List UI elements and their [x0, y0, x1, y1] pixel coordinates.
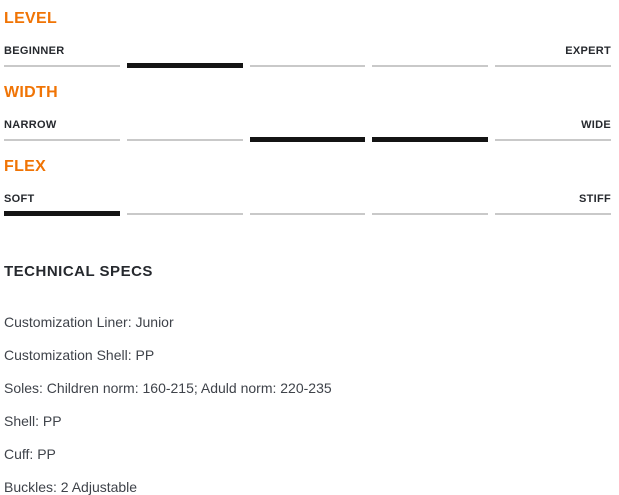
scale-title: FLEX — [4, 158, 47, 175]
spec-item: Customization Shell: PP — [4, 347, 155, 363]
technical-specs-title: TECHNICAL SPECS — [4, 263, 153, 280]
scale-bar — [4, 137, 611, 142]
scale-segment-active — [126, 63, 243, 68]
scale-max-label: EXPERT — [565, 45, 611, 57]
rating-scales: LEVEL BEGINNER EXPERT WIDTH NARROW WIDE FLEX SO… — [4, 11, 611, 216]
scale-segment — [249, 212, 366, 215]
spec-item: Cuff: PP — [4, 446, 56, 462]
spec-item: Soles: Children norm: 160-215; Aduld nor… — [4, 380, 332, 396]
scale-bar — [4, 63, 611, 68]
scale-section-flex: FLEX SOFT STIFF — [4, 159, 611, 216]
scale-segment — [495, 138, 611, 141]
technical-specs-section: TECHNICAL SPECS Customization Liner: Jun… — [4, 263, 611, 494]
scale-max-label: STIFF — [578, 193, 611, 205]
scale-segment — [249, 64, 366, 67]
scale-segment — [495, 212, 611, 215]
spec-item: Buckles: 2 Adjustable — [4, 479, 138, 495]
scale-segment — [372, 212, 489, 215]
scale-segment-active — [4, 211, 120, 216]
scale-min-label: NARROW — [4, 119, 57, 131]
scale-segment — [4, 138, 120, 141]
scale-segment — [126, 212, 243, 215]
scale-max-label: WIDE — [581, 119, 611, 131]
scale-bar — [4, 211, 611, 216]
scale-segment — [126, 138, 243, 141]
spec-item: Customization Liner: Junior — [4, 314, 174, 330]
scale-segment — [372, 64, 489, 67]
scale-segment-active — [249, 137, 366, 142]
scale-segment-active — [372, 137, 489, 142]
spec-list: Customization Liner: Junior Customization… — [4, 315, 611, 494]
scale-min-label: SOFT — [4, 193, 35, 205]
spec-item: Shell: PP — [4, 413, 62, 429]
scale-section-level: LEVEL BEGINNER EXPERT — [4, 11, 611, 68]
scale-segment — [495, 64, 611, 67]
scale-labels: NARROW WIDE — [4, 119, 611, 131]
scale-labels: BEGINNER EXPERT — [4, 45, 611, 57]
scale-section-width: WIDTH NARROW WIDE — [4, 85, 611, 142]
scale-labels: SOFT STIFF — [4, 193, 611, 205]
scale-segment — [4, 64, 120, 67]
scale-title: LEVEL — [4, 10, 58, 27]
scale-title: WIDTH — [4, 84, 58, 101]
scale-min-label: BEGINNER — [4, 45, 65, 57]
